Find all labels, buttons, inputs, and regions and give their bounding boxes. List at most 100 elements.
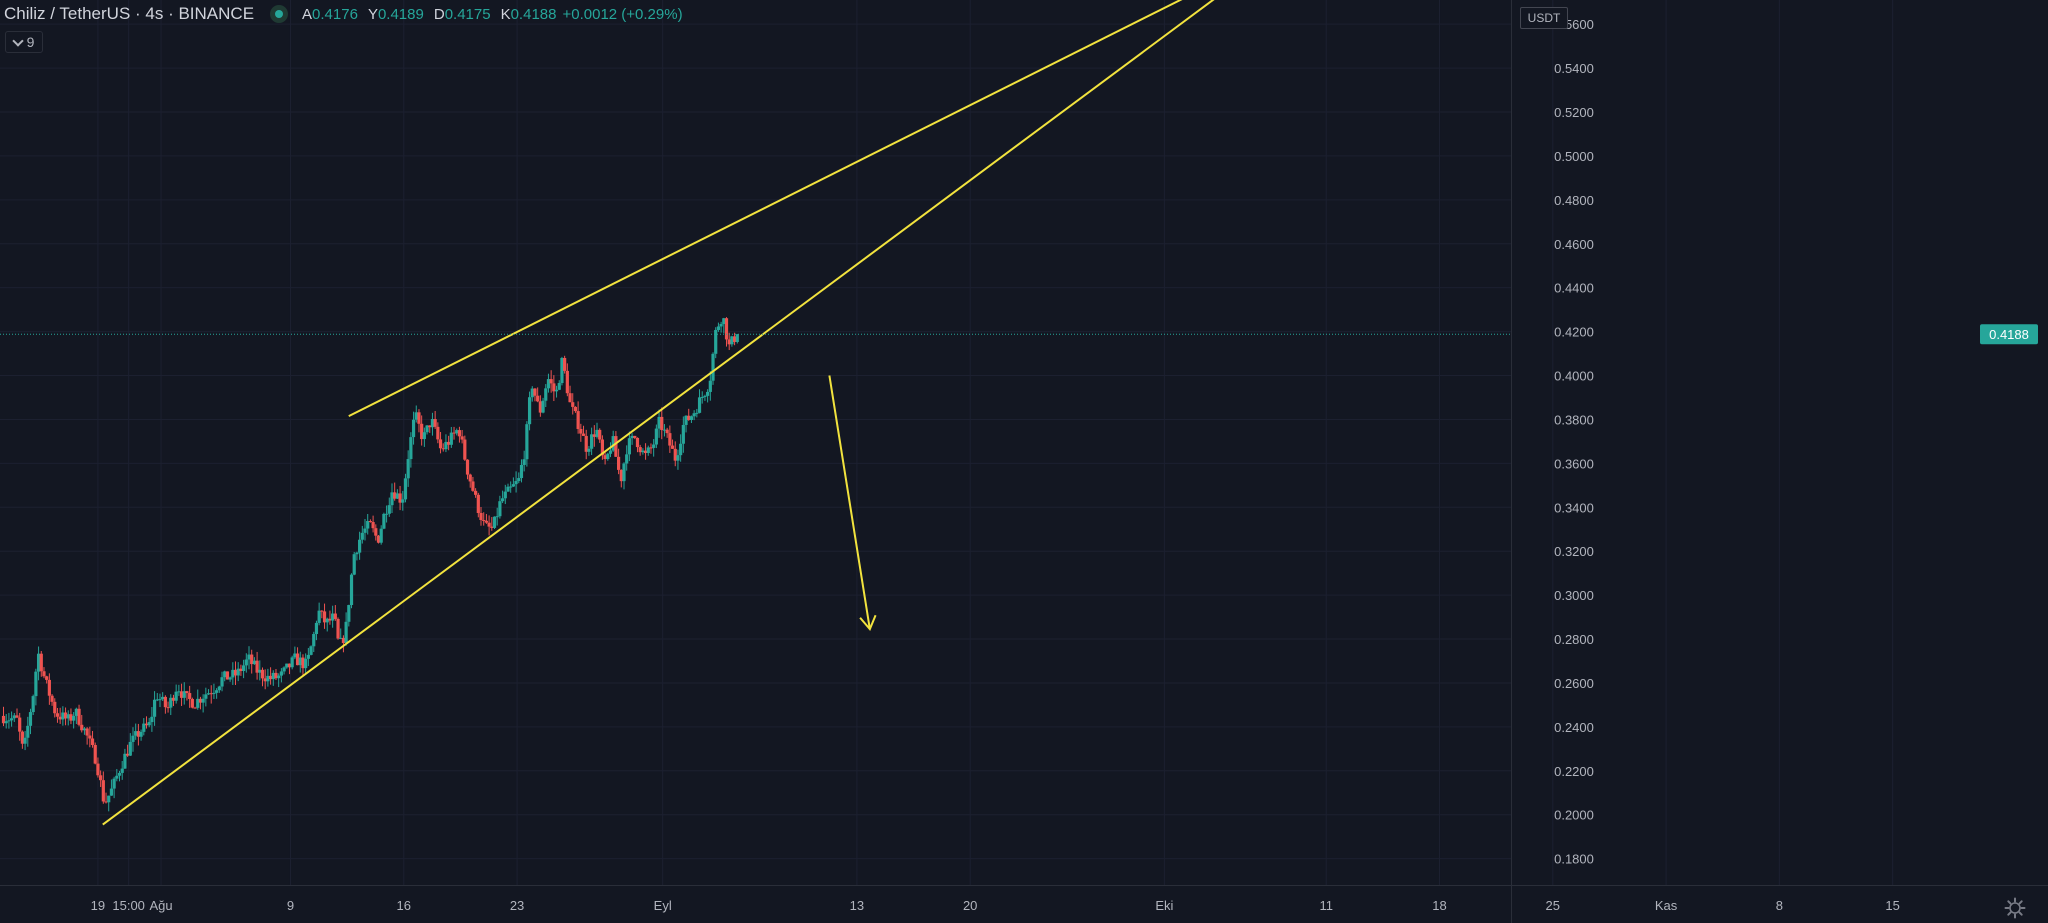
candle-up [514, 471, 518, 493]
time-tick-label: 18 [1432, 898, 1446, 913]
candle-body [34, 671, 38, 697]
candle-up [242, 659, 246, 679]
candle-down [673, 441, 677, 467]
candle-down [482, 512, 486, 526]
price-tick-label: 0.3200 [1554, 544, 1594, 559]
candle-up [387, 497, 391, 517]
candle-body [295, 653, 300, 666]
candle-up [309, 645, 313, 656]
candle-body [152, 699, 157, 717]
candle-body [7, 720, 11, 722]
candle-body [484, 520, 489, 523]
candle-body [673, 448, 677, 461]
candle-body [274, 672, 278, 679]
candle-down [179, 683, 184, 706]
wedge-upper [348, 0, 1183, 418]
candle-down [660, 407, 664, 440]
candle-body [174, 691, 178, 701]
candle-up [352, 551, 356, 576]
candle-body [112, 778, 116, 789]
candle-up [201, 694, 205, 713]
candle-body [403, 478, 408, 500]
candle-up [312, 631, 316, 653]
candle-down [436, 422, 440, 444]
currency-badge[interactable]: USDT [1520, 7, 1568, 29]
candle-body [581, 433, 586, 436]
candle-body [657, 416, 661, 429]
candle-up [411, 411, 416, 445]
candle-down [225, 671, 230, 680]
candle-body [533, 388, 537, 396]
candle-up [258, 660, 262, 681]
candle-body [619, 469, 623, 482]
candle-body [228, 677, 232, 680]
time-tick-label: 23 [510, 898, 524, 913]
candle-up [147, 717, 151, 728]
candle-down [209, 685, 213, 704]
candle-up [676, 449, 680, 470]
time-tick-label: 9 [287, 898, 294, 913]
candle-up [61, 706, 65, 726]
candle-body [714, 329, 718, 354]
price-tick-label: 0.4200 [1554, 325, 1594, 340]
candle-up [290, 655, 294, 670]
candle-up [115, 769, 119, 782]
candle-body [676, 455, 680, 461]
gear-icon[interactable] [2004, 897, 2026, 919]
candle-body [449, 432, 453, 445]
candle-body [88, 735, 92, 739]
candle-body [684, 415, 688, 425]
candle-body [506, 486, 510, 492]
candle-up [595, 422, 599, 439]
candle-up [430, 412, 435, 436]
candle-body [301, 657, 305, 669]
candle-body [109, 788, 114, 796]
candle-down [333, 605, 337, 621]
candle-down [336, 617, 340, 640]
candle-body [47, 679, 51, 696]
candle-body [660, 416, 664, 431]
candle-up [692, 410, 696, 421]
indicators-toggle-button[interactable]: 9 [5, 31, 43, 53]
candle-body [689, 416, 694, 420]
candle-body [563, 357, 567, 371]
candle-up [630, 433, 634, 445]
candle-up [142, 718, 146, 736]
candle-up [382, 512, 386, 530]
candle-down [733, 332, 737, 346]
price-tick-label: 0.4400 [1554, 281, 1594, 296]
change-value: +0.0012 (+0.29%) [562, 5, 683, 23]
candle-body [250, 654, 254, 665]
candle-up [36, 646, 41, 681]
candle-down [42, 667, 46, 679]
candle-body [339, 637, 343, 639]
candle-body [320, 610, 324, 612]
candle-down [63, 707, 68, 726]
price-tick-label: 0.2200 [1554, 764, 1594, 779]
candle-up [606, 452, 610, 461]
candle-body [117, 772, 122, 776]
candle-up [358, 531, 362, 560]
candle-up [384, 505, 389, 523]
candle-body [681, 424, 685, 444]
candle-body [217, 686, 221, 691]
candle-up [282, 666, 286, 675]
symbol-title[interactable]: Chiliz / TetherUS · 4s · BINANCE [4, 4, 255, 23]
candle-body [277, 675, 281, 679]
candle-body [697, 397, 702, 413]
candle-body [468, 474, 472, 482]
candle-up [519, 459, 524, 483]
candle-body [711, 353, 715, 381]
candle-body [622, 463, 626, 482]
candle-down [274, 669, 278, 681]
candle-down [727, 332, 731, 351]
candle-down [341, 635, 346, 653]
candle-up [401, 490, 405, 511]
candle-up [182, 682, 186, 705]
candle-down [126, 744, 130, 757]
candle-body [123, 753, 127, 769]
candle-down [136, 723, 140, 746]
candle-down [53, 698, 57, 718]
